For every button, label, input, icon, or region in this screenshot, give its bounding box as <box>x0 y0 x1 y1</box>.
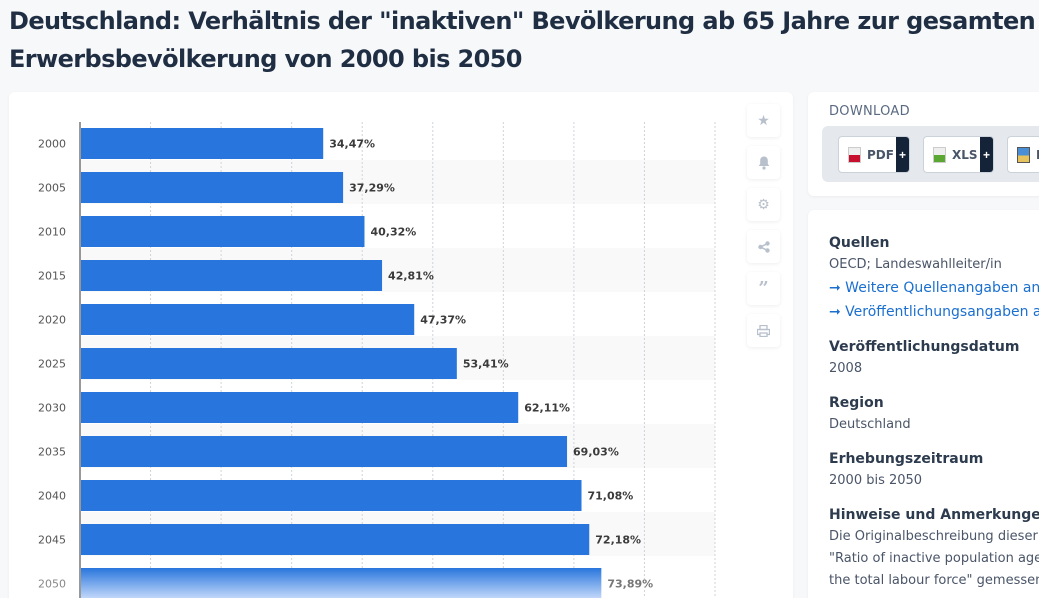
download-card: DOWNLOAD PDF + XLS + P <box>808 92 1039 196</box>
region-value: Deutschland <box>829 417 911 432</box>
bar-2030 <box>81 392 519 423</box>
data-label-2020: 47,37% <box>420 314 466 327</box>
cite-button[interactable]: ” <box>747 272 780 305</box>
settings-button[interactable]: ⚙ <box>747 188 780 221</box>
page-title-line2: Erwerbsbevölkerung von 2000 bis 2050 <box>9 45 523 73</box>
category-label-2020: 2020 <box>38 314 66 327</box>
data-label-2025: 53,41% <box>463 358 509 371</box>
pubdate-heading: Veröffentlichungsdatum <box>829 339 1020 355</box>
more-sources-link[interactable]: ➞ Weitere Quellenangaben an <box>829 280 1039 296</box>
bar-2010 <box>81 216 365 247</box>
period-value: 2000 bis 2050 <box>829 473 923 488</box>
period-heading: Erhebungszeitraum <box>829 451 984 467</box>
category-label-2040: 2040 <box>38 490 66 503</box>
data-label-2005: 37,29% <box>349 182 395 195</box>
region-heading: Region <box>829 395 884 411</box>
data-label-2030: 62,11% <box>524 402 570 415</box>
download-pdf-plus[interactable]: + <box>896 137 909 172</box>
xls-file-icon <box>933 146 946 163</box>
bar-2040 <box>81 480 582 511</box>
download-title: DOWNLOAD <box>829 104 910 119</box>
notes-heading: Hinweise und Anmerkungen <box>829 507 1039 523</box>
print-button[interactable] <box>747 314 780 347</box>
star-icon: ★ <box>757 112 770 128</box>
quote-icon: ” <box>758 278 769 299</box>
image-file-icon <box>1017 146 1030 163</box>
notification-button[interactable] <box>747 146 780 179</box>
favorite-button[interactable]: ★ <box>747 104 780 137</box>
category-label-2000: 2000 <box>38 138 66 151</box>
print-icon <box>757 324 770 337</box>
notes-line-1: Die Originalbeschreibung dieser S <box>829 529 1039 544</box>
info-card: Quellen OECD; Landeswahlleiter/in ➞ Weit… <box>808 210 1039 598</box>
category-label-2030: 2030 <box>38 402 66 415</box>
data-label-2010: 40,32% <box>370 226 416 239</box>
page-title: Deutschland: Verhältnis der "inaktiven" … <box>9 2 1039 78</box>
bar-2025 <box>81 348 457 379</box>
sources-text: OECD; Landeswahlleiter/in <box>829 257 1002 272</box>
page-title-line1: Deutschland: Verhältnis der "inaktiven" … <box>9 7 1036 35</box>
data-label-2035: 69,03% <box>573 446 619 459</box>
download-xls-label: XLS <box>952 147 978 162</box>
share-button[interactable] <box>747 230 780 263</box>
bar-2035 <box>81 436 568 467</box>
notes-line-2: "Ratio of inactive population aged <box>829 551 1039 566</box>
category-label-2050: 2050 <box>38 578 66 591</box>
chart-card: 34,47% 2000 37,29% 2005 40,32% 2010 42,81% 2015… <box>9 92 793 598</box>
notes-line-3: the total labour force" gemessen <box>829 573 1039 588</box>
publication-info-link[interactable]: ➞ Veröffentlichungsangaben a <box>829 304 1039 320</box>
data-label-2050: 73,89% <box>607 578 653 591</box>
bar-2000 <box>81 128 324 159</box>
bar-2020 <box>81 304 415 335</box>
category-label-2010: 2010 <box>38 226 66 239</box>
download-bar: PDF + XLS + P <box>822 126 1039 182</box>
data-label-2045: 72,18% <box>595 534 641 547</box>
download-xls-plus[interactable]: + <box>980 137 993 172</box>
sources-heading: Quellen <box>829 235 890 251</box>
bar-2045 <box>81 524 590 555</box>
pdf-file-icon <box>848 146 861 163</box>
gear-icon: ⚙ <box>757 196 770 212</box>
category-label-2035: 2035 <box>38 446 66 459</box>
download-image-button[interactable]: P <box>1007 136 1039 173</box>
category-label-2005: 2005 <box>38 182 66 195</box>
bar-2005 <box>81 172 344 203</box>
download-image-label: P <box>1036 148 1039 162</box>
category-label-2025: 2025 <box>38 358 66 371</box>
category-label-2045: 2045 <box>38 534 66 547</box>
bar-2050 <box>81 568 602 598</box>
download-pdf-label: PDF <box>867 147 894 162</box>
pubdate-value: 2008 <box>829 361 863 376</box>
data-label-2015: 42,81% <box>388 270 434 283</box>
bell-icon <box>758 156 769 170</box>
chart-toolbar: ★ ⚙ ” <box>747 104 780 356</box>
download-pdf-button[interactable]: PDF + <box>838 136 910 173</box>
category-label-2015: 2015 <box>38 270 66 283</box>
download-xls-button[interactable]: XLS + <box>923 136 994 173</box>
share-icon <box>757 240 770 253</box>
data-label-2040: 71,08% <box>588 490 634 503</box>
data-label-2000: 34,47% <box>329 138 375 151</box>
bar-chart: 34,47% 2000 37,29% 2005 40,32% 2010 42,81% 2015… <box>38 122 716 598</box>
bar-2015 <box>81 260 383 291</box>
